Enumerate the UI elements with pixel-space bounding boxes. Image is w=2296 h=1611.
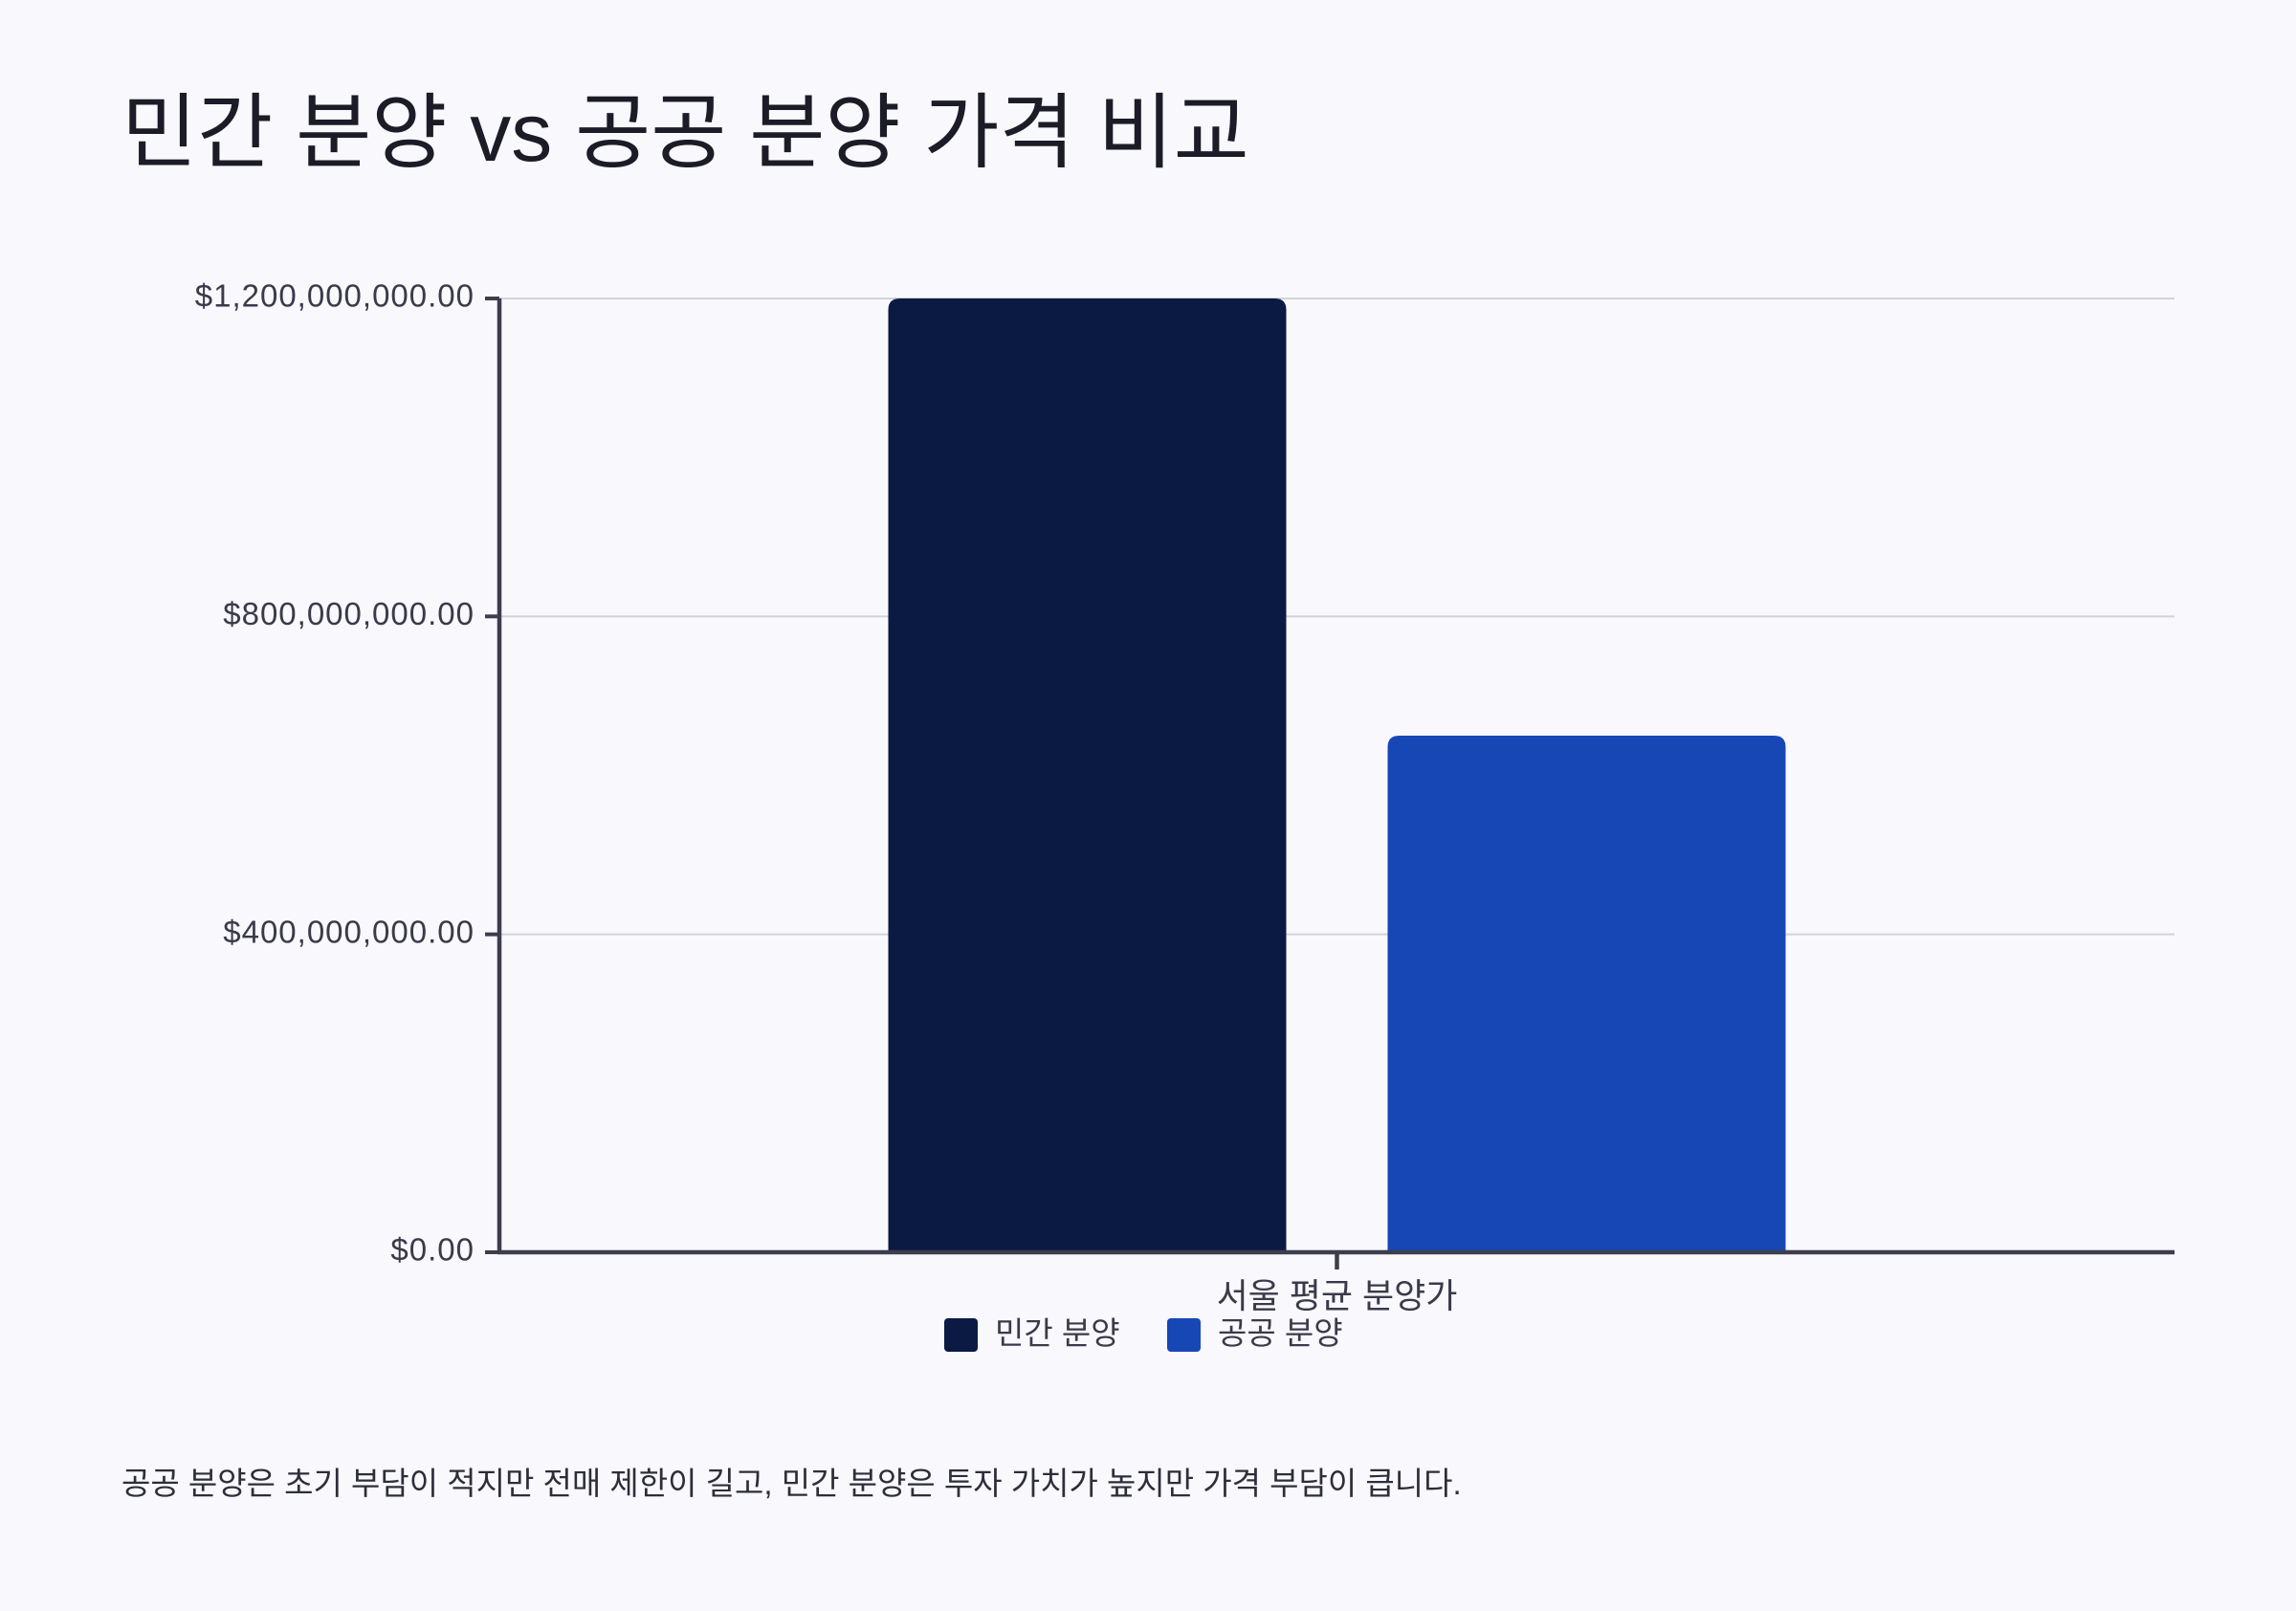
legend-swatch <box>944 1318 978 1352</box>
axis-labels: 서울 평균 분양가 $0.00 $400,000,000.00 $800,000,00… <box>195 278 1458 1315</box>
y-tick-label: $800,000,000.00 <box>223 596 475 631</box>
legend-item: 민간 분양 <box>944 1315 1120 1352</box>
y-tick-label: $400,000,000.00 <box>223 914 475 949</box>
legend: 민간 분양 공공 분양 <box>944 1315 1343 1352</box>
legend-label: 공공 분양 <box>1218 1315 1343 1351</box>
legend-item: 공공 분양 <box>1167 1315 1343 1352</box>
bar-chart: 서울 평균 분양가 $0.00 $400,000,000.00 $800,000,00… <box>195 278 2175 1352</box>
legend-label: 민간 분양 <box>995 1315 1120 1351</box>
x-tick-label: 서울 평균 분양가 <box>1217 1276 1458 1315</box>
bar-private <box>888 298 1287 1252</box>
chart-title: 민간 분양 vs 공공 분양 가격 비교 <box>121 87 1249 179</box>
gridlines <box>499 298 2175 1253</box>
y-tick-label: $0.00 <box>390 1232 475 1268</box>
bars <box>888 298 1786 1252</box>
y-tick-label: $1,200,000,000.00 <box>195 278 475 314</box>
axes <box>485 297 2175 1269</box>
bar-public <box>1387 735 1786 1252</box>
legend-swatch <box>1167 1318 1201 1352</box>
chart-footnote: 공공 분양은 초기 부담이 적지만 전매 제한이 길고, 민간 분양은 투자 가… <box>121 1466 1462 1501</box>
